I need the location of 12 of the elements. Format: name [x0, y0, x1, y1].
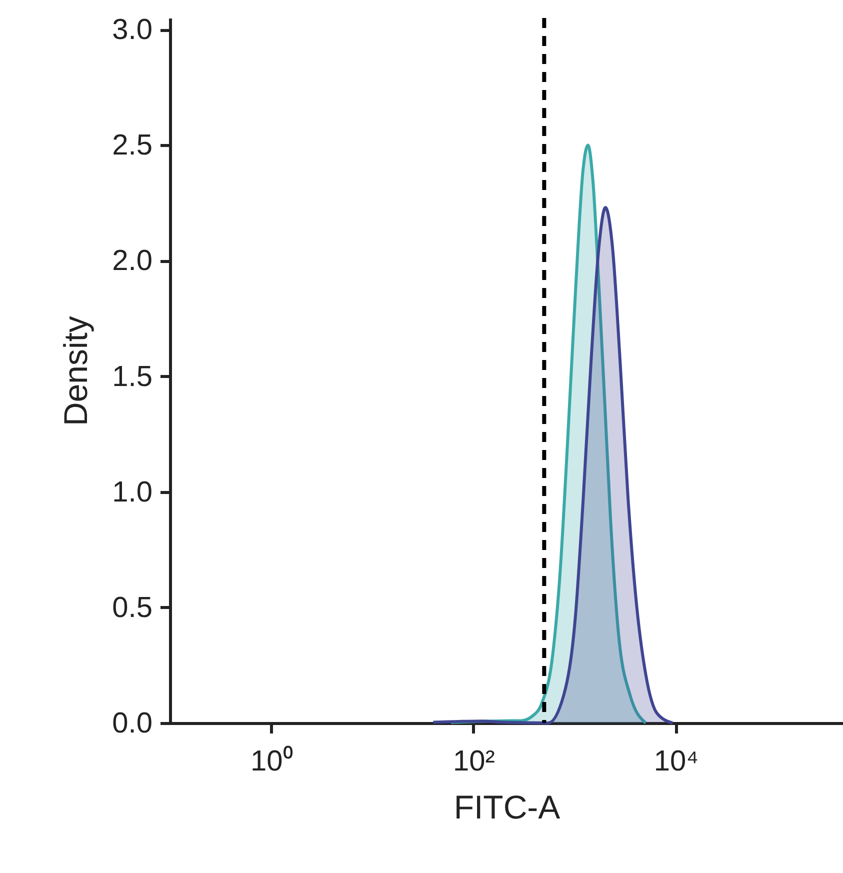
x-tick-label: 10⁴ — [654, 746, 699, 778]
x-tick-label: 10⁰ — [250, 746, 293, 778]
x-axis-title: FITC-A — [454, 788, 560, 826]
y-tick-label: 0.0 — [112, 708, 152, 740]
y-tick-label: 3.0 — [112, 14, 152, 46]
y-tick-label: 1.5 — [112, 360, 152, 393]
y-tick-label: 1.0 — [112, 476, 152, 508]
y-tick-label: 2.0 — [112, 245, 152, 278]
y-axis-title: Density — [57, 315, 94, 426]
y-tick-label: 0.5 — [112, 592, 152, 624]
x-tick-label: 10² — [453, 746, 496, 778]
y-tick-label: 2.5 — [112, 130, 152, 162]
